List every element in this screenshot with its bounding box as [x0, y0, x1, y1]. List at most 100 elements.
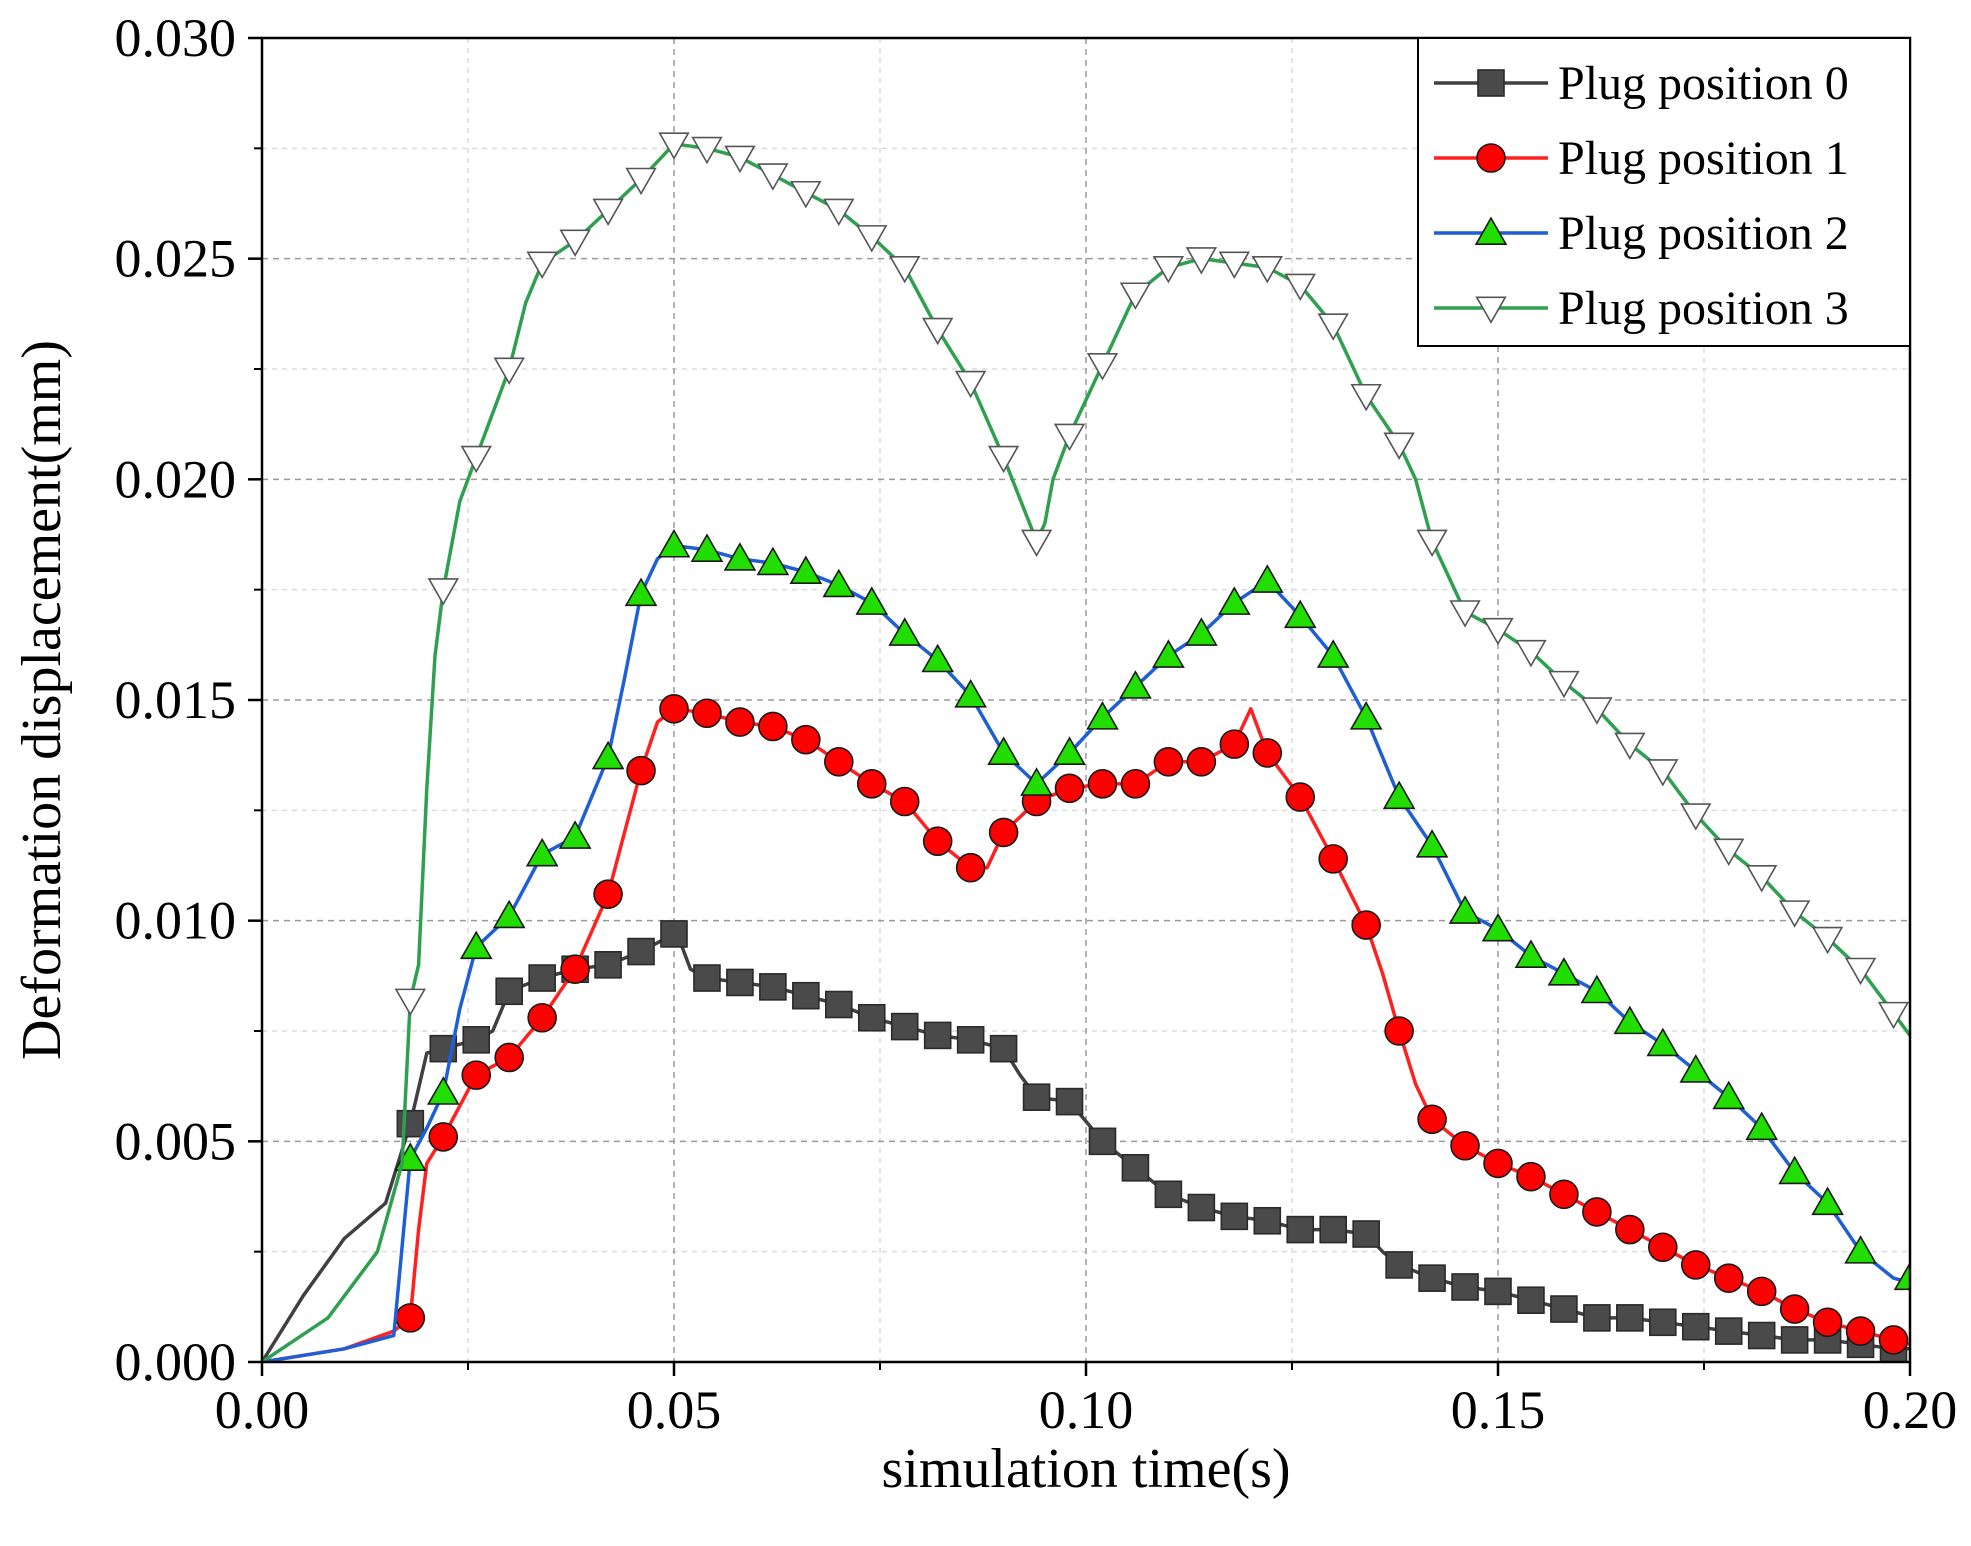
data-point	[1449, 600, 1481, 628]
data-point	[659, 694, 689, 724]
data-point	[1646, 1027, 1680, 1057]
data-point	[526, 251, 558, 279]
data-point	[1086, 701, 1119, 730]
data-point	[1516, 1161, 1546, 1192]
data-point	[625, 167, 657, 196]
data-point	[1647, 759, 1679, 787]
y-tick-label: 0.030	[115, 8, 237, 68]
data-point	[1020, 767, 1053, 796]
data-point	[691, 136, 723, 165]
data-point	[824, 990, 853, 1019]
data-point	[1613, 1005, 1647, 1035]
data-point	[1893, 1261, 1910, 1291]
data-point	[459, 930, 493, 960]
data-point	[1778, 1155, 1811, 1185]
data-point	[494, 1042, 525, 1073]
data-point	[1746, 1276, 1777, 1307]
legend-item: Plug position 0	[1434, 57, 1849, 110]
data-point	[693, 964, 721, 992]
data-point	[1418, 1264, 1446, 1292]
data-point	[1350, 383, 1382, 412]
data-point	[756, 546, 790, 576]
legend-marker	[1477, 69, 1505, 97]
data-point	[923, 1021, 952, 1050]
data-point	[1352, 1220, 1380, 1248]
data-point	[1581, 697, 1613, 725]
data-point	[626, 755, 656, 786]
y-tick-label: 0.025	[115, 229, 237, 289]
y-axis-title: Deformation displacement(mm)	[11, 340, 73, 1060]
data-point	[492, 899, 526, 929]
data-point	[658, 132, 690, 160]
data-point	[1187, 1193, 1216, 1222]
data-point	[724, 145, 756, 174]
series-0	[262, 920, 1910, 1362]
data-point	[1681, 1312, 1710, 1341]
y-tick-label: 0.010	[115, 891, 237, 951]
data-point	[726, 968, 754, 997]
data-point	[528, 964, 556, 992]
data-point	[1285, 782, 1316, 812]
series-2	[262, 528, 1910, 1362]
axis-ticks: 0.00 0.05 0.10 0.15 0.20 0.000 0.005 0.010 0.015…	[115, 8, 1958, 1440]
data-point	[823, 198, 855, 227]
data-point	[1415, 829, 1449, 858]
data-point	[955, 852, 986, 883]
data-point	[1185, 247, 1218, 275]
data-point	[888, 617, 922, 646]
data-point	[1053, 736, 1086, 765]
data-point	[1316, 639, 1350, 668]
data-point	[493, 357, 525, 385]
data-point	[1616, 1304, 1644, 1332]
data-point	[725, 707, 755, 737]
data-point	[1812, 1307, 1843, 1338]
series-3	[262, 132, 1910, 1362]
data-point	[1451, 1273, 1479, 1301]
data-point	[1054, 773, 1085, 804]
data-point	[624, 577, 658, 607]
data-point	[460, 445, 492, 474]
data-point	[921, 643, 955, 673]
legend-marker	[1476, 143, 1506, 173]
data-point	[428, 1122, 459, 1152]
data-point	[1119, 670, 1152, 699]
data-point	[1448, 895, 1482, 924]
data-point	[1154, 1180, 1183, 1209]
legend: Plug position 0 Plug position 1 Plug posit…	[1417, 37, 1911, 347]
data-point	[956, 1026, 985, 1054]
data-point	[1713, 838, 1745, 866]
data-point	[1583, 1304, 1611, 1332]
data-point	[657, 528, 691, 558]
data-point	[1549, 1179, 1579, 1210]
data-point	[1318, 844, 1348, 874]
data-point	[791, 724, 821, 755]
data-point	[1746, 865, 1778, 893]
legend-label: Plug position 1	[1558, 132, 1849, 185]
data-point	[427, 578, 459, 606]
data-point	[1680, 803, 1712, 831]
data-point	[1450, 1130, 1480, 1161]
data-point	[1416, 529, 1448, 558]
data-point	[1121, 1154, 1150, 1182]
series-1	[262, 694, 1910, 1362]
x-tick-label: 0.15	[1451, 1380, 1546, 1440]
data-point	[1319, 1215, 1347, 1244]
data-point	[495, 977, 524, 1006]
data-point	[1877, 1001, 1910, 1030]
data-point	[525, 837, 559, 867]
data-point	[1747, 1321, 1776, 1350]
data-point	[1217, 586, 1251, 615]
data-point	[922, 826, 953, 857]
series-layer	[262, 132, 1910, 1362]
data-point	[823, 746, 854, 777]
data-point	[627, 937, 655, 966]
data-point	[922, 317, 954, 346]
data-point	[594, 950, 622, 979]
data-point	[1020, 529, 1053, 558]
data-point	[1286, 1215, 1315, 1244]
data-point	[593, 879, 623, 909]
data-point	[1615, 1214, 1645, 1245]
data-point	[1845, 1316, 1876, 1346]
data-point	[1482, 617, 1514, 646]
data-point	[461, 1060, 492, 1090]
